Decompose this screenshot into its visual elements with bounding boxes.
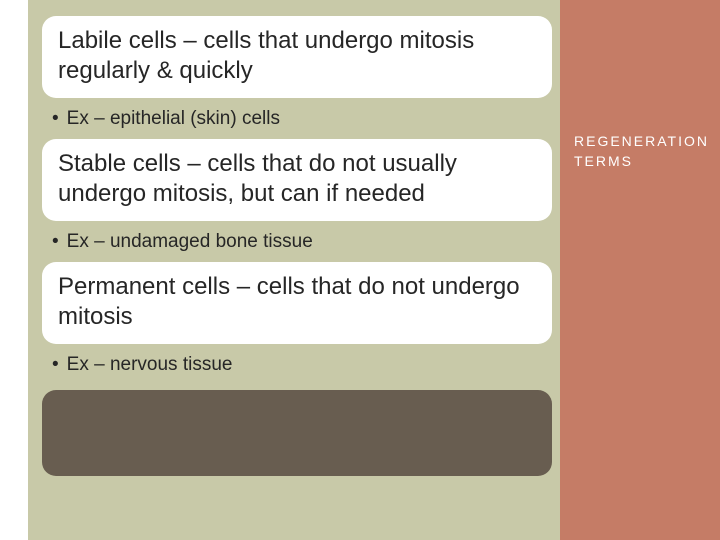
bullet-dot-icon: • [52, 232, 59, 251]
section-header-text: Permanent cells – cells that do not unde… [58, 272, 536, 332]
section-header-permanent: Permanent cells – cells that do not unde… [42, 262, 552, 344]
right-panel: REGENERATION TERMS [560, 0, 720, 540]
bottom-empty-box [42, 390, 552, 476]
bullet-text: Ex – undamaged bone tissue [67, 231, 313, 254]
slide: Labile cells – cells that undergo mitosi… [0, 0, 720, 540]
section-header-text: Labile cells – cells that undergo mitosi… [58, 26, 536, 86]
section-header-text: Stable cells – cells that do not usually… [58, 149, 536, 209]
section-header-labile: Labile cells – cells that undergo mitosi… [42, 16, 552, 98]
slide-title: REGENERATION TERMS [574, 132, 706, 171]
section-header-stable: Stable cells – cells that do not usually… [42, 139, 552, 221]
bullet-row-permanent: • Ex – nervous tissue [42, 350, 552, 385]
bullet-dot-icon: • [52, 109, 59, 128]
content-area: Labile cells – cells that undergo mitosi… [28, 0, 560, 540]
bullet-dot-icon: • [52, 355, 59, 374]
bullet-text: Ex – nervous tissue [67, 354, 233, 377]
bullet-row-stable: • Ex – undamaged bone tissue [42, 227, 552, 262]
bullet-row-labile: • Ex – epithelial (skin) cells [42, 104, 552, 139]
left-margin [0, 0, 28, 540]
bullet-text: Ex – epithelial (skin) cells [67, 108, 280, 131]
